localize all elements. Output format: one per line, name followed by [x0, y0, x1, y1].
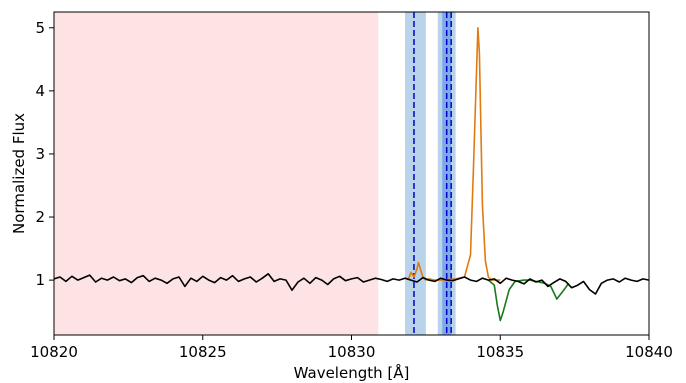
x-tick-label-2: 10830 — [328, 343, 376, 361]
shaded-region-0 — [54, 12, 379, 335]
series-line-2 — [53, 272, 650, 295]
shaded-region-3 — [442, 12, 452, 335]
y-tick-label-1: 2 — [35, 208, 45, 226]
shaded-region-1 — [405, 12, 426, 335]
x-tick-label-4: 10840 — [625, 343, 673, 361]
shaded-regions — [54, 12, 456, 335]
y-axis-ticks: 1 2 3 4 5 — [35, 19, 54, 289]
x-tick-label-1: 10825 — [179, 343, 227, 361]
y-axis-title: Normalized Flux — [10, 113, 28, 234]
y-tick-label-2: 3 — [35, 145, 45, 163]
x-tick-label-0: 10820 — [30, 343, 78, 361]
y-tick-label-0: 1 — [35, 271, 45, 289]
x-axis-title: Wavelength [Å] — [294, 363, 410, 382]
series-line-1 — [487, 279, 570, 322]
series-lines — [53, 26, 650, 322]
y-tick-label-3: 4 — [35, 82, 45, 100]
y-tick-label-4: 5 — [35, 19, 45, 37]
x-tick-label-3: 10835 — [476, 343, 524, 361]
x-axis-ticks: 10820 10825 10830 10835 10840 — [30, 335, 673, 361]
